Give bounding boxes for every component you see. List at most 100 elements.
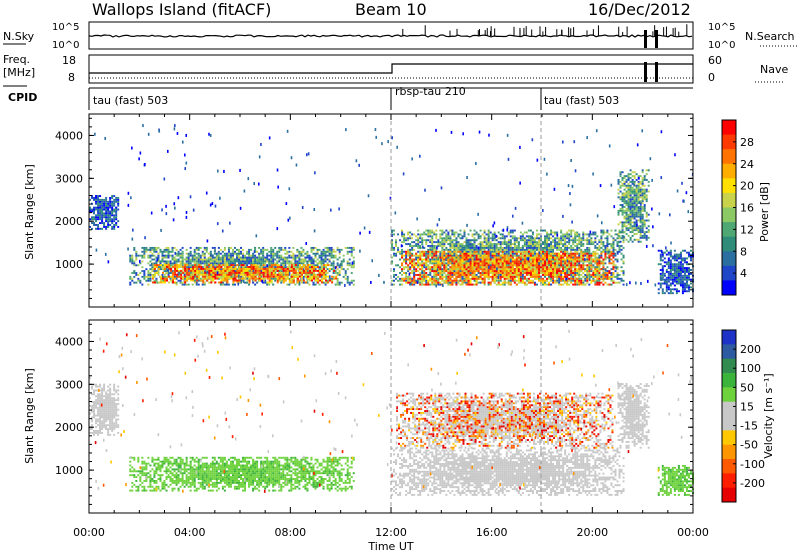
echo-cell [600,275,603,278]
echo-cell [469,250,472,253]
echo-cell [542,241,545,244]
echo-cell [278,275,281,278]
echo-cell [256,262,259,265]
echo-cell [179,248,182,251]
echo-cell [186,269,189,272]
echo-cell [109,202,112,205]
echo-cell [564,239,567,242]
echo-cell [407,233,410,236]
echo-cell [312,269,315,272]
echo-cell [174,273,177,276]
echo-cell [99,214,102,217]
echo-cell [483,252,486,255]
echo-cell [350,266,353,269]
echo-cell [453,233,456,236]
echo-cell [248,256,251,259]
echo-cell [588,235,591,238]
echo-cell [242,254,245,257]
echo-cell [95,214,98,217]
echo-cell [481,246,484,249]
echo-cell [481,268,484,271]
echo-cell [443,231,446,234]
echo-cell [598,254,601,257]
echo-cell [264,256,267,259]
echo-cell [554,245,557,247]
echo-cell [467,239,470,242]
echo-cell [554,260,557,263]
echo-cell [244,256,247,259]
echo-cell [439,252,442,255]
echo-cell [479,246,482,249]
echo-cell [195,252,198,255]
echo-cell [546,246,549,249]
echo-cell [397,279,400,282]
echo-cell [431,275,434,278]
echo-cell [537,277,540,280]
echo-cell [200,266,203,268]
echo-cell [276,269,279,272]
echo-cell [330,268,333,271]
echo-cell [497,248,500,251]
echo-cell [403,250,406,253]
echo-cell [612,254,615,257]
echo-cell [248,281,251,284]
echo-cell [403,233,406,236]
echo-cell [433,258,436,261]
echo-cell [443,256,446,259]
echo-cell [256,271,259,274]
echo-cell [433,272,436,274]
echo-cell [465,273,468,276]
echo-cell [342,268,345,271]
echo-cell [483,239,486,242]
echo-cell [487,268,490,271]
echo-cell [439,268,442,271]
echo-cell [483,270,486,273]
echo-cell [195,277,198,280]
echo-cell [570,231,573,234]
echo-cell [479,268,482,271]
echo-cell [348,250,351,253]
echo-cell [578,237,581,240]
echo-cell [423,275,426,278]
echo-cell [180,266,183,268]
echo-cell [323,275,326,278]
echo-cell [463,275,466,278]
echo-cell [107,218,110,221]
echo-cell [324,250,327,253]
echo-cell [232,264,235,267]
echo-cell [445,239,448,242]
echo-cell [176,264,179,267]
echo-cell [578,235,581,238]
echo-cell [523,248,526,251]
echo-cell [209,273,212,276]
echo-cell [210,271,213,274]
echo-cell [191,260,194,263]
echo-cell [250,264,253,267]
echo-cell [471,252,474,255]
echo-cell [421,268,424,271]
echo-cell [167,260,170,263]
echo-cell [481,248,484,251]
echo-cell [544,237,547,240]
echo-cell [179,262,182,265]
echo-cell [197,258,200,261]
echo-cell [246,264,249,267]
echo-cell [495,248,498,251]
echo-cell [227,250,230,253]
echo-cell [461,252,464,255]
echo-cell [544,235,547,238]
echo-cell [262,277,265,280]
echo-cell [149,277,152,280]
echo-cell [288,269,291,272]
echo-cell [151,254,154,257]
echo-cell [598,248,601,251]
echo-cell [274,254,277,257]
echo-cell [463,235,466,238]
echo-cell [451,279,454,282]
echo-cell [335,275,338,278]
echo-cell [401,277,404,280]
echo-cell [248,252,251,255]
echo-cell [479,254,482,257]
echo-cell [401,235,404,238]
echo-cell [423,266,426,269]
